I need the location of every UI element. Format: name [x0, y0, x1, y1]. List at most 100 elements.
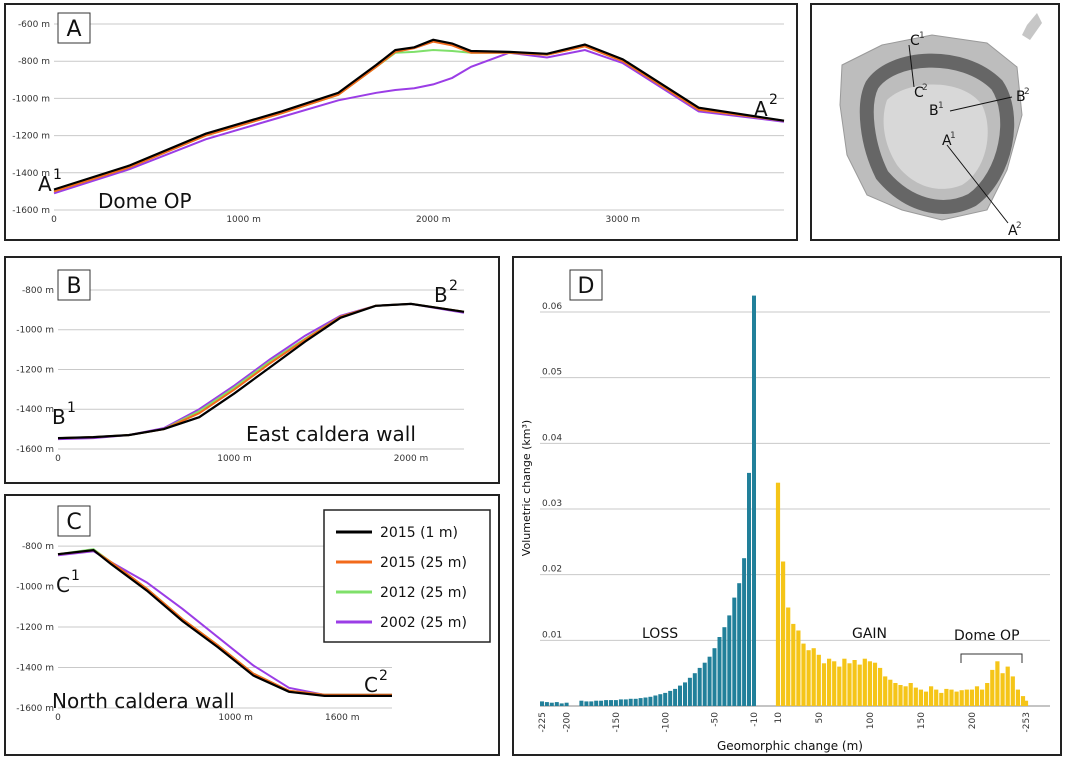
loss-bar	[584, 701, 589, 706]
gain-bar	[827, 658, 832, 706]
panel-b: -800 m -1000 m -1200 m -1400 m -1600 m 0 1000 …	[4, 256, 500, 484]
profile-start-label: B	[52, 405, 66, 429]
panel-label-box	[57, 12, 91, 44]
x-tick-label: 2000 m	[416, 215, 451, 225]
loss-bar	[727, 615, 732, 706]
gain-bar	[775, 482, 781, 706]
chart-c: -800 m -1000 m -1200 m -1400 m -1600 m0 1000 …	[16, 505, 491, 723]
gain-bar	[898, 685, 903, 706]
loss-bar	[628, 698, 633, 706]
gain-bar	[791, 623, 796, 706]
x-tick-label: -100	[661, 712, 671, 733]
loss-bar	[653, 695, 658, 706]
loss-bar	[687, 677, 692, 706]
loss-bar	[722, 627, 727, 706]
x-tick-label: -10	[750, 712, 760, 727]
gain-bar	[872, 662, 878, 706]
series-line	[53, 40, 785, 193]
x-tick-label: -50	[711, 712, 721, 727]
map-label-sup: 2	[922, 83, 928, 93]
loss-bar	[673, 688, 678, 706]
loss-bar	[599, 700, 604, 706]
gain-bar	[842, 658, 847, 706]
x-tick-label: 2000 m	[394, 454, 429, 464]
loss-bar	[678, 685, 682, 706]
panel-d: 0.01 0.02 0.03 0.04 0.05 0.06 -225 -200 -150 -100…	[512, 256, 1062, 756]
y-tick-label: -1200 m	[12, 132, 50, 142]
profile-line-a	[946, 144, 1009, 224]
loss-bar	[549, 702, 554, 706]
legend-label: 2012 (25 m)	[380, 585, 467, 601]
loss-bar	[633, 698, 638, 706]
gain-bar	[857, 664, 862, 706]
gain-bar	[1015, 689, 1020, 706]
map-label-sup: 2	[1024, 87, 1030, 97]
series-line	[57, 302, 465, 441]
y-tick-label: -1200 m	[16, 365, 54, 375]
map-label-sup: 1	[938, 101, 944, 111]
loss-bar	[712, 648, 717, 706]
chart-d: 0.01 0.02 0.03 0.04 0.05 0.06 -225 -200 -150 -100…	[520, 269, 1050, 753]
gain-bar	[852, 660, 857, 706]
profile-annotation: North caldera wall	[52, 689, 235, 713]
y-tick-label: -1200 m	[16, 623, 54, 633]
loss-bar	[609, 700, 613, 706]
profile-end-sup: 2	[449, 278, 458, 294]
x-axis-title: Geomorphic change (m)	[717, 739, 863, 753]
y-tick-label: -1400 m	[16, 405, 54, 415]
profile-end-label: A	[754, 97, 768, 121]
loss-bar	[564, 702, 569, 706]
x-tick-label: 1000 m	[226, 215, 261, 225]
profile-annotation: East caldera wall	[246, 422, 416, 446]
gain-bar	[923, 691, 929, 706]
y-tick-label: 0.04	[542, 433, 562, 443]
gain-bar	[1005, 666, 1010, 706]
gain-bar	[964, 689, 969, 706]
panel-label-box	[57, 269, 91, 301]
gain-bar	[862, 658, 867, 706]
map-label-sup: 1	[950, 131, 956, 141]
loss-bar	[663, 692, 668, 706]
x-tick-label: 50	[815, 712, 825, 724]
y-tick-label: 0.02	[542, 565, 562, 575]
x-tick-label: 0	[55, 713, 61, 723]
gain-label: GAIN	[852, 626, 887, 642]
y-tick-label: 0.05	[542, 368, 562, 378]
loss-bar	[638, 698, 643, 706]
map-label: A	[942, 133, 952, 149]
map-label: A	[1008, 223, 1018, 239]
panel-label: D	[578, 274, 595, 299]
gain-bar	[816, 654, 821, 706]
loss-bar	[589, 701, 594, 706]
y-tick-label: -1000 m	[12, 94, 50, 104]
gain-bar	[954, 691, 959, 706]
x-tick-label: 100	[866, 712, 876, 729]
chart-a: -600 m -800 m -1000 m -1200 m -1400 m -1600 m…	[12, 12, 785, 225]
gain-bar	[806, 650, 811, 706]
gain-bar	[918, 689, 923, 706]
y-tick-label: 0.06	[542, 302, 562, 312]
series-line	[53, 45, 785, 193]
gain-bar	[821, 663, 827, 706]
map-label: B	[1016, 89, 1026, 105]
x-tick-label: 1000 m	[218, 713, 253, 723]
loss-bar	[707, 656, 712, 706]
gain-bar	[847, 663, 852, 706]
chart-b: -800 m -1000 m -1200 m -1400 m -1600 m0 1000 …	[16, 269, 465, 464]
gain-bar	[990, 669, 995, 706]
gain-bar	[801, 643, 806, 706]
loss-bar	[683, 682, 687, 706]
gain-bar	[949, 689, 954, 706]
profile-start-sup: 1	[71, 568, 80, 584]
gain-bar	[969, 689, 974, 706]
legend-label: 2015 (1 m)	[380, 525, 458, 541]
caldera-floor	[883, 84, 988, 189]
profile-start-label: A	[38, 172, 52, 196]
loss-bar	[742, 558, 747, 706]
series-line	[53, 48, 785, 195]
loss-bar	[747, 472, 751, 706]
y-tick-label: -1400 m	[16, 664, 54, 674]
map-label: C	[910, 33, 920, 49]
y-tick-label: -1000 m	[16, 326, 54, 336]
